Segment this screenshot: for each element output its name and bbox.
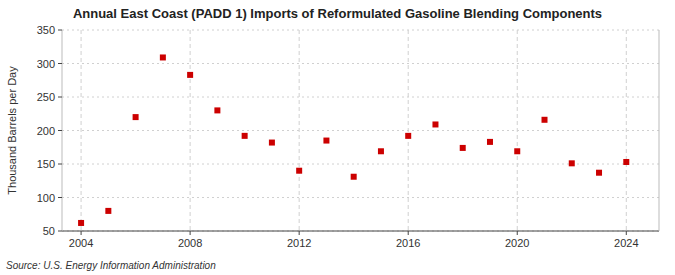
x-grid-line xyxy=(626,30,627,231)
x-tick-label: 2024 xyxy=(614,237,638,249)
point xyxy=(160,54,166,60)
chart-svg: 2004 2008 2012 2016 2020 2024 50 100 150 200 250 30… xyxy=(0,0,675,275)
x-tick-label: 2004 xyxy=(69,237,93,249)
point xyxy=(133,114,139,120)
x-tick-label: 2012 xyxy=(287,237,311,249)
x-tick-label: 2016 xyxy=(396,237,420,249)
source-note: Source: U.S. Energy Information Administ… xyxy=(6,260,216,271)
x-grid-line xyxy=(81,30,82,231)
y-tick xyxy=(58,231,62,232)
y-tick-label: 100 xyxy=(37,192,55,204)
point xyxy=(542,117,548,123)
point xyxy=(432,121,438,127)
plot-right-edge xyxy=(659,30,660,231)
point xyxy=(296,168,302,174)
chart-container: 2004 2008 2012 2016 2020 2024 50 100 150 200 250 30… xyxy=(0,0,675,275)
axes: 2004 2008 2012 2016 2020 2024 50 100 150 200 250 30… xyxy=(37,24,659,249)
x-tick-label: 2008 xyxy=(178,237,202,249)
y-grid-line xyxy=(62,197,659,198)
point xyxy=(323,138,329,144)
y-tick xyxy=(58,30,62,31)
x-grid-line xyxy=(299,30,300,231)
point xyxy=(596,170,602,176)
x-tick xyxy=(81,231,82,235)
x-tick xyxy=(299,231,300,235)
point xyxy=(378,148,384,154)
x-grid-line xyxy=(408,30,409,231)
y-tick xyxy=(58,197,62,198)
y-tick xyxy=(58,97,62,98)
y-grid-line xyxy=(62,63,659,64)
y-tick-label: 250 xyxy=(37,91,55,103)
point xyxy=(78,220,84,226)
y-tick xyxy=(58,164,62,165)
y-tick-label: 300 xyxy=(37,58,55,70)
points xyxy=(78,54,629,225)
point xyxy=(269,140,275,146)
x-axis-line xyxy=(62,231,659,232)
y-grid-line xyxy=(62,231,659,232)
point xyxy=(105,208,111,214)
y-grid-line xyxy=(62,30,659,31)
x-tick xyxy=(190,231,191,235)
y-grid-line xyxy=(62,130,659,131)
y-tick-label: 350 xyxy=(37,24,55,36)
y-tick xyxy=(58,63,62,64)
y-tick xyxy=(58,130,62,131)
x-tick xyxy=(517,231,518,235)
point xyxy=(514,148,520,154)
point xyxy=(487,139,493,145)
grid xyxy=(62,30,659,231)
x-grid-line xyxy=(190,30,191,231)
x-tick-label: 2020 xyxy=(505,237,529,249)
point xyxy=(187,72,193,78)
y-tick-label: 150 xyxy=(37,158,55,170)
x-tick xyxy=(626,231,627,235)
point xyxy=(460,145,466,151)
x-grid-line xyxy=(517,30,518,231)
point xyxy=(569,160,575,166)
point xyxy=(623,159,629,165)
y-tick-label: 200 xyxy=(37,125,55,137)
x-tick xyxy=(408,231,409,235)
point xyxy=(214,107,220,113)
point xyxy=(351,174,357,180)
point xyxy=(242,133,248,139)
y-tick-label: 50 xyxy=(43,225,55,237)
y-grid-line xyxy=(62,97,659,98)
title: Annual East Coast (PADD 1) Imports of Re… xyxy=(73,6,602,21)
y-axis-label: Thousand Barrels per Day xyxy=(6,66,18,195)
point xyxy=(405,133,411,139)
